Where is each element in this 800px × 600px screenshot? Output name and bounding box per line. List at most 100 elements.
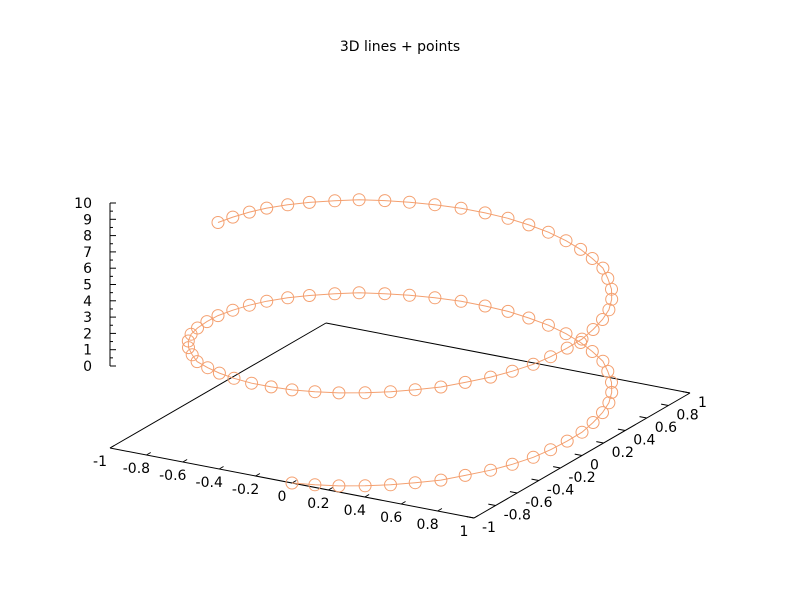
data-point: [332, 479, 346, 493]
series-line: [187, 199, 613, 487]
x-tick-label: -1: [93, 454, 107, 470]
data-point: [201, 361, 215, 375]
z-tick-label: 3: [83, 310, 92, 326]
data-point: [384, 478, 397, 492]
data-point: [605, 385, 619, 399]
z-tick-label: 8: [83, 229, 92, 245]
data-point: [586, 323, 600, 336]
data-point: [541, 225, 555, 239]
data-point: [526, 357, 540, 371]
data-point: [200, 315, 214, 329]
y-tick: [509, 491, 518, 494]
data-point: [328, 194, 342, 208]
axes-group: -1 -0.8 -0.6 -0.4 -0.2 0 0.2 0.4 0.6 0.8 1 -1-0.8-0…: [74, 196, 707, 540]
data-point: [522, 311, 536, 325]
data-point: [458, 468, 472, 482]
x-tick: [437, 508, 443, 512]
z-tick-label: 2: [83, 326, 92, 342]
data-point: [585, 345, 599, 358]
data-point: [428, 198, 442, 212]
z-tick-label: 4: [83, 294, 92, 310]
data-point: [408, 383, 422, 397]
data-point: [403, 195, 416, 209]
data-point: [559, 327, 573, 341]
x-tick: [473, 515, 479, 519]
series-group: [181, 193, 619, 493]
data-point: [586, 416, 600, 429]
data-point: [484, 370, 498, 384]
data-point: [260, 201, 274, 215]
data-point: [596, 261, 610, 275]
z-tick-label: 5: [83, 278, 92, 294]
y-tick: [682, 391, 691, 394]
data-point: [264, 380, 278, 394]
data-point: [332, 386, 346, 400]
y-tick: [639, 416, 647, 419]
y-tick-label: 1: [698, 395, 707, 411]
data-point: [601, 271, 615, 285]
data-point: [384, 385, 397, 399]
data-point: [454, 294, 468, 308]
data-point: [408, 476, 422, 490]
y-tick: [488, 503, 496, 506]
y-tick: [531, 478, 539, 481]
data-point: [484, 463, 498, 477]
data-point: [352, 286, 366, 300]
data-point: [260, 294, 274, 308]
y-tick: [596, 441, 604, 444]
z-tick-label: 10: [74, 196, 92, 212]
data-point: [358, 386, 372, 400]
data-point: [585, 252, 599, 265]
x-tick-label: -0.8: [123, 461, 150, 477]
back-right-edge: [325, 322, 691, 394]
y-tick-label: -0.6: [525, 495, 552, 511]
x-tick: [146, 452, 151, 456]
x-tick-label: 0.4: [344, 503, 366, 519]
data-point: [285, 476, 299, 490]
data-point: [454, 201, 468, 215]
data-point: [358, 479, 372, 493]
data-point: [378, 287, 392, 301]
x-tick-label: 0.8: [416, 517, 438, 533]
data-point: [308, 385, 322, 399]
data-point: [328, 287, 342, 301]
y-tick-label: 0.2: [612, 445, 634, 461]
x-tick: [328, 487, 333, 491]
data-point: [190, 355, 204, 369]
x-tick-label: -0.4: [196, 475, 223, 491]
data-point: [302, 289, 316, 302]
data-point: [602, 396, 616, 410]
data-point: [458, 375, 472, 389]
x-tick: [109, 445, 115, 449]
data-point: [434, 473, 448, 487]
y-tick-label: 0.6: [655, 420, 677, 436]
x-tick-label: 0: [278, 489, 287, 505]
data-point: [478, 206, 492, 220]
x-tick: [255, 473, 261, 477]
x-tick-label: -0.2: [232, 482, 259, 498]
y-tick: [617, 428, 626, 431]
data-point: [541, 318, 555, 332]
data-point: [182, 341, 195, 355]
data-point: [428, 291, 442, 305]
data-point: [434, 380, 448, 394]
y-tick-label: -0.2: [568, 470, 595, 486]
data-point: [544, 350, 558, 364]
data-point: [226, 303, 240, 317]
y-tick-label: 0: [590, 458, 599, 474]
data-point: [242, 298, 256, 312]
data-point: [212, 366, 226, 380]
y-tick-label: -0.4: [547, 483, 574, 499]
data-point: [478, 299, 492, 313]
data-point: [281, 198, 295, 212]
data-point: [245, 376, 259, 390]
y-tick-label: 0.4: [633, 433, 655, 449]
y-tick-label: -0.8: [504, 508, 531, 524]
data-point: [560, 341, 574, 355]
data-point: [574, 242, 588, 256]
data-point: [559, 234, 573, 248]
data-point: [596, 313, 609, 326]
x-tick: [364, 494, 370, 498]
data-point: [544, 443, 558, 457]
